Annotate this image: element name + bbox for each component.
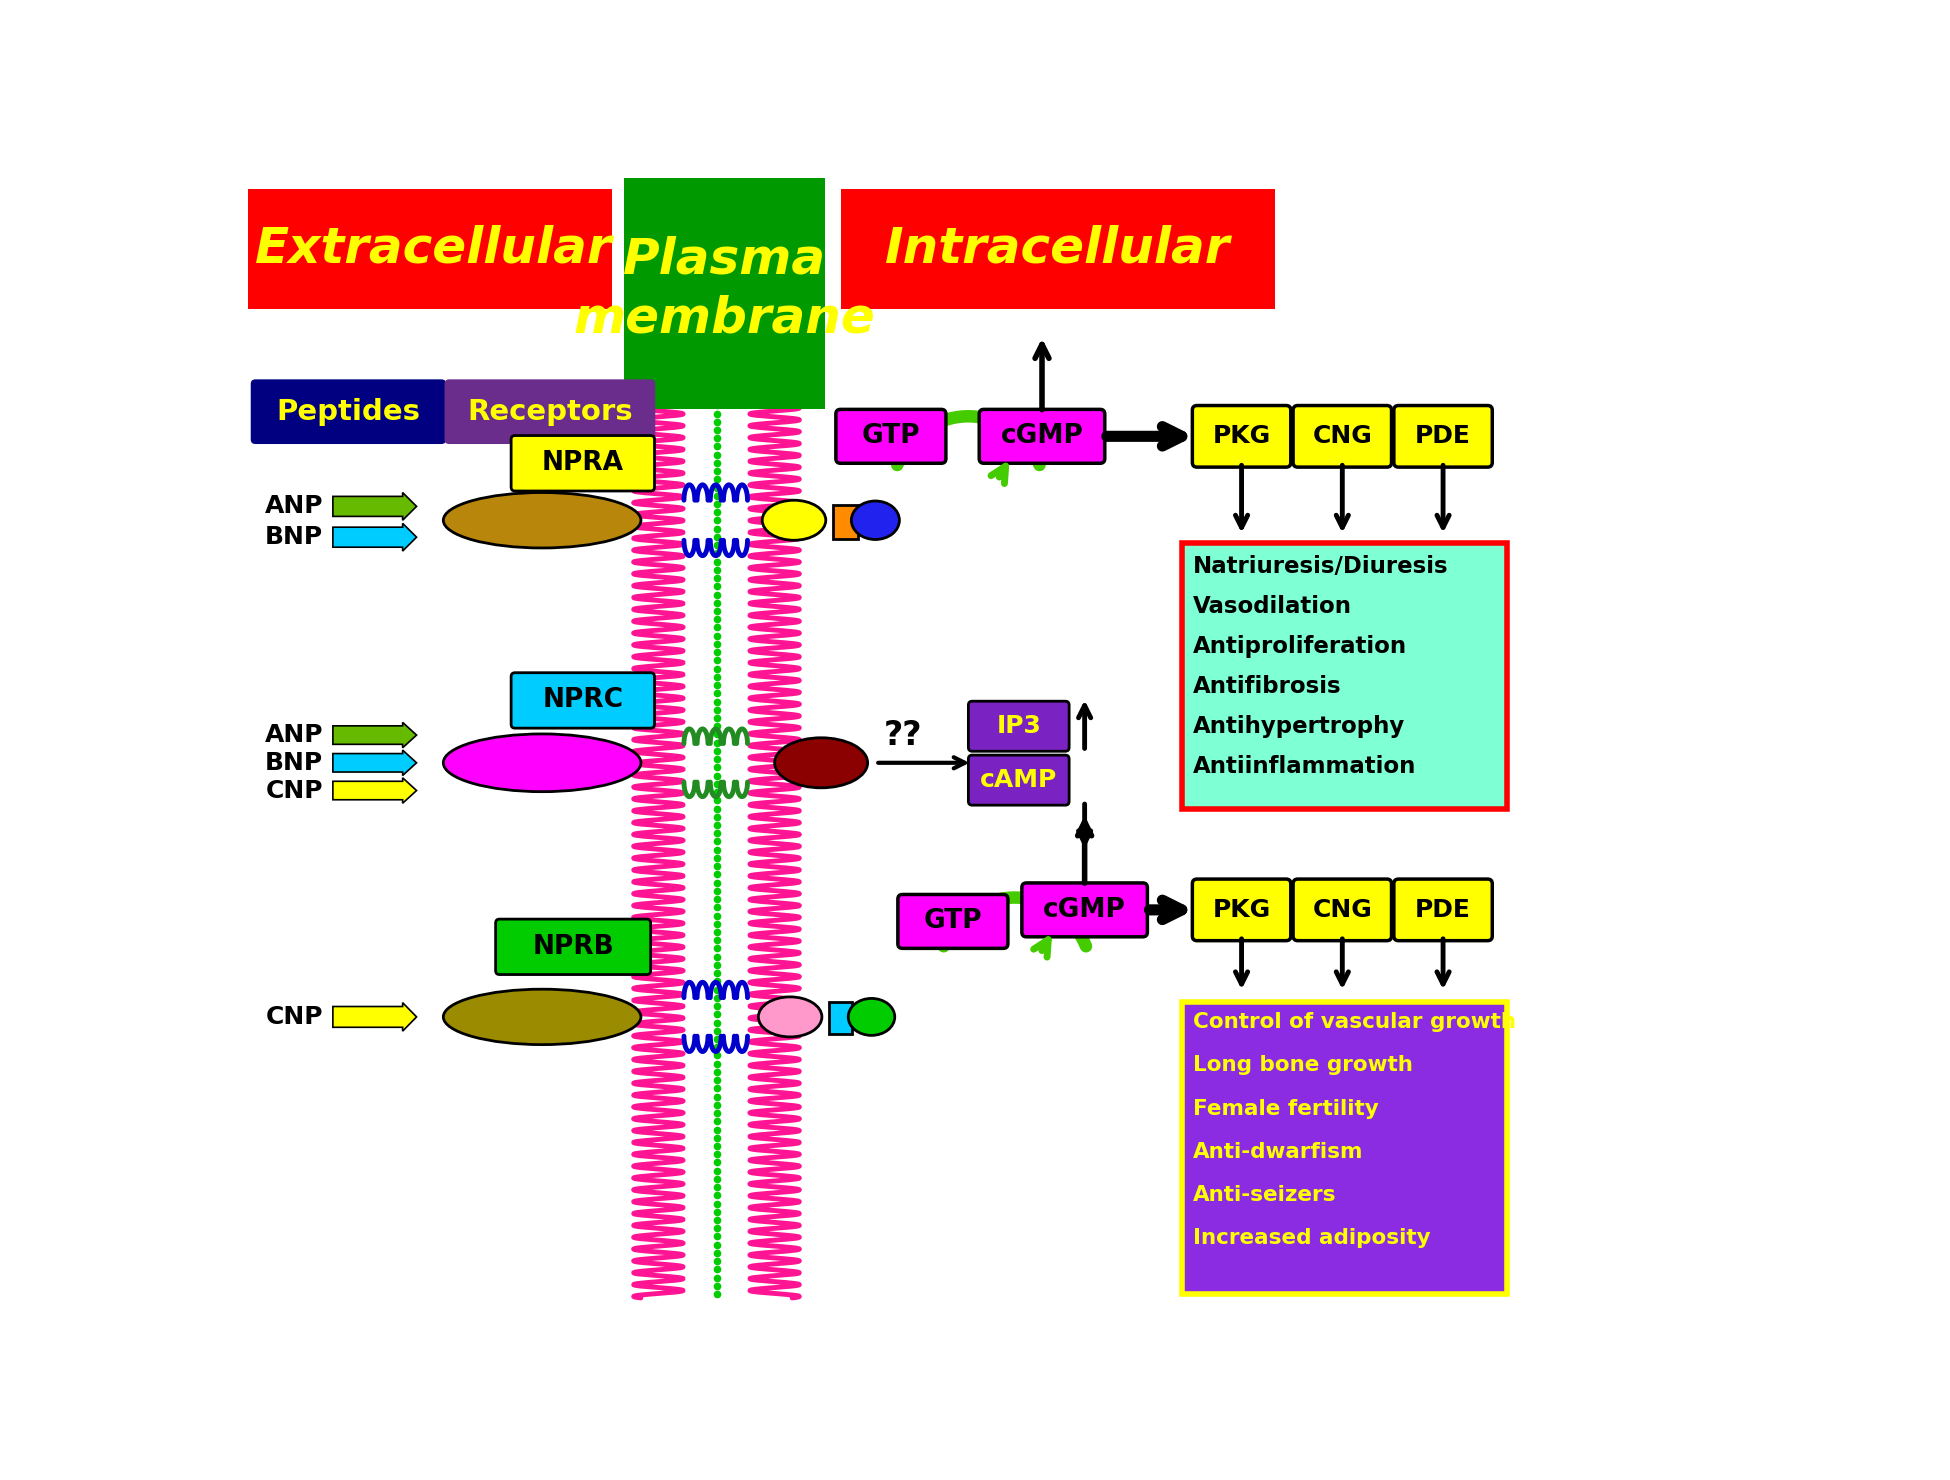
- Ellipse shape: [759, 998, 821, 1037]
- Ellipse shape: [443, 734, 642, 792]
- Text: Vasodilation: Vasodilation: [1193, 595, 1351, 619]
- Bar: [833, 505, 858, 539]
- FancyBboxPatch shape: [837, 410, 946, 463]
- FancyBboxPatch shape: [1394, 406, 1492, 468]
- FancyBboxPatch shape: [1293, 879, 1392, 941]
- FancyBboxPatch shape: [511, 435, 655, 491]
- Text: ??: ??: [883, 719, 922, 752]
- FancyArrow shape: [333, 493, 417, 521]
- Text: NPRB: NPRB: [532, 934, 614, 961]
- Ellipse shape: [762, 500, 825, 540]
- Text: CNG: CNG: [1312, 425, 1373, 448]
- Ellipse shape: [443, 989, 642, 1045]
- FancyBboxPatch shape: [1394, 879, 1492, 941]
- Text: CNG: CNG: [1312, 898, 1373, 922]
- Bar: [624, 170, 825, 408]
- FancyBboxPatch shape: [979, 410, 1106, 463]
- Text: Female fertility: Female fertility: [1193, 1098, 1379, 1119]
- Text: Natriuresis/Diuresis: Natriuresis/Diuresis: [1193, 555, 1449, 579]
- Text: PDE: PDE: [1416, 898, 1470, 922]
- Bar: [840, 189, 1275, 308]
- Text: Anti-seizers: Anti-seizers: [1193, 1185, 1336, 1205]
- Ellipse shape: [852, 502, 899, 540]
- Ellipse shape: [848, 999, 895, 1036]
- Text: Long bone growth: Long bone growth: [1193, 1055, 1414, 1076]
- Text: Antiinflammation: Antiinflammation: [1193, 755, 1416, 778]
- Text: ANP: ANP: [265, 724, 324, 747]
- Text: Control of vascular growth: Control of vascular growth: [1193, 1012, 1517, 1032]
- Text: Peptides: Peptides: [277, 398, 421, 426]
- Text: cGMP: cGMP: [1000, 423, 1084, 450]
- FancyArrow shape: [333, 722, 417, 747]
- Text: cGMP: cGMP: [1043, 897, 1125, 924]
- FancyBboxPatch shape: [1191, 879, 1291, 941]
- Text: Anti-dwarfism: Anti-dwarfism: [1193, 1141, 1363, 1162]
- Bar: [1182, 1002, 1507, 1294]
- FancyBboxPatch shape: [252, 379, 447, 444]
- FancyBboxPatch shape: [1022, 884, 1147, 937]
- FancyBboxPatch shape: [1191, 406, 1291, 468]
- Text: NPRA: NPRA: [542, 450, 624, 477]
- FancyBboxPatch shape: [495, 919, 651, 974]
- FancyBboxPatch shape: [969, 755, 1069, 805]
- Text: Plasma
membrane: Plasma membrane: [573, 235, 876, 343]
- Text: Receptors: Receptors: [468, 398, 632, 426]
- FancyBboxPatch shape: [445, 379, 655, 444]
- Bar: [829, 1002, 852, 1035]
- Text: CNP: CNP: [265, 1005, 324, 1029]
- Ellipse shape: [774, 737, 868, 787]
- Text: PKG: PKG: [1213, 898, 1271, 922]
- FancyBboxPatch shape: [511, 673, 655, 728]
- FancyArrow shape: [333, 1002, 417, 1032]
- FancyArrow shape: [333, 750, 417, 776]
- FancyBboxPatch shape: [969, 702, 1069, 752]
- FancyBboxPatch shape: [897, 894, 1008, 949]
- Bar: [1182, 543, 1507, 810]
- Text: BNP: BNP: [265, 525, 324, 549]
- Text: PDE: PDE: [1416, 425, 1470, 448]
- FancyArrow shape: [333, 778, 417, 804]
- Text: ANP: ANP: [265, 494, 324, 518]
- Text: GTP: GTP: [924, 909, 983, 934]
- Ellipse shape: [443, 493, 642, 548]
- Text: Intracellular: Intracellular: [885, 225, 1230, 272]
- FancyBboxPatch shape: [1293, 406, 1392, 468]
- Text: cAMP: cAMP: [981, 768, 1057, 792]
- Text: Increased adiposity: Increased adiposity: [1193, 1228, 1431, 1248]
- Text: Antiproliferation: Antiproliferation: [1193, 635, 1408, 659]
- Text: Antihypertrophy: Antihypertrophy: [1193, 715, 1406, 739]
- Bar: [248, 189, 612, 308]
- Text: NPRC: NPRC: [542, 687, 624, 713]
- Text: IP3: IP3: [996, 715, 1041, 739]
- Text: PKG: PKG: [1213, 425, 1271, 448]
- Text: GTP: GTP: [862, 423, 920, 450]
- FancyArrow shape: [333, 524, 417, 551]
- Text: CNP: CNP: [265, 778, 324, 802]
- Text: BNP: BNP: [265, 750, 324, 776]
- Text: Antifibrosis: Antifibrosis: [1193, 675, 1342, 699]
- Text: Extracellular: Extracellular: [255, 225, 612, 272]
